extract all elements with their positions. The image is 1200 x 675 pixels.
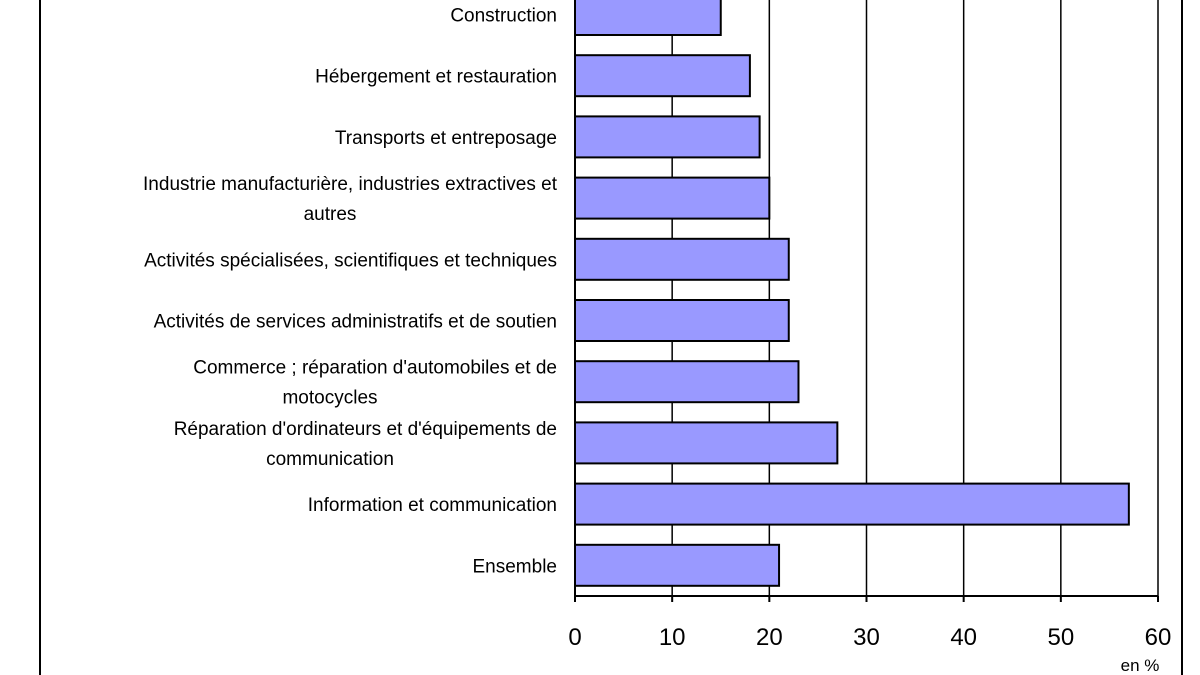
gridlines [671,0,1159,596]
bar [574,115,761,159]
category-labels: Construction Hébergement et restauration T… [143,6,558,578]
category-label: Activités spécialisées, scientifiques et… [144,250,557,271]
category-label: Industrie manufacturière, industries ext… [143,174,558,195]
category-label: Information et communication [308,495,557,516]
category-label: Hébergement et restauration [315,67,557,88]
category-label: Ensemble [473,556,558,577]
category-label: Activités de services administratifs et … [154,312,557,333]
x-tick-label: 50 [1047,624,1074,651]
category-label: communication [266,449,394,470]
x-axis: 0 10 20 30 40 50 60 [568,0,1171,651]
x-tick-label: 10 [659,624,686,651]
bar [574,543,781,587]
bar [574,482,1130,526]
bar [574,176,771,220]
category-label: autres [304,204,357,225]
x-tick-label: 60 [1145,624,1172,651]
bar [574,360,800,404]
bar [574,421,839,465]
x-tick-label: 0 [568,624,581,651]
bar [574,54,751,98]
category-label: Commerce ; réparation d'automobiles et d… [193,358,557,379]
category-label: Transports et entreposage [335,128,557,149]
bar [574,299,790,342]
axis-unit-label: en % [1121,656,1160,675]
x-tick-label: 40 [950,624,977,651]
category-label: Construction [450,6,557,27]
bar [574,0,722,36]
category-label: Réparation d'ordinateurs et d'équipement… [174,419,557,440]
bar [574,237,790,281]
category-label: motocycles [282,388,377,409]
x-tick-label: 20 [756,624,783,651]
bars [574,0,1130,587]
x-tick-label: 30 [853,624,880,651]
